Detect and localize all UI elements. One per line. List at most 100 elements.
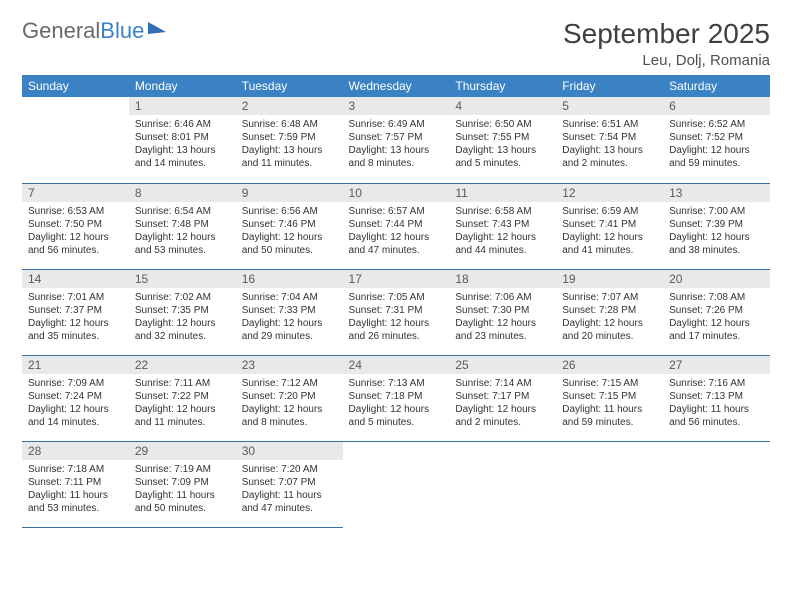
day-number: 6 bbox=[663, 97, 770, 115]
day-info: Sunrise: 7:15 AMSunset: 7:15 PMDaylight:… bbox=[556, 374, 663, 433]
day-info: Sunrise: 6:52 AMSunset: 7:52 PMDaylight:… bbox=[663, 115, 770, 174]
day-number: 27 bbox=[663, 356, 770, 374]
day-info: Sunrise: 7:12 AMSunset: 7:20 PMDaylight:… bbox=[236, 374, 343, 433]
day-number: 23 bbox=[236, 356, 343, 374]
logo-text-blue: Blue bbox=[100, 18, 144, 44]
weekday-header: Tuesday bbox=[236, 75, 343, 97]
day-info: Sunrise: 7:06 AMSunset: 7:30 PMDaylight:… bbox=[449, 288, 556, 347]
day-number: 29 bbox=[129, 442, 236, 460]
calendar-day-cell: 26Sunrise: 7:15 AMSunset: 7:15 PMDayligh… bbox=[556, 355, 663, 441]
calendar-day-cell: 24Sunrise: 7:13 AMSunset: 7:18 PMDayligh… bbox=[343, 355, 450, 441]
day-info: Sunrise: 6:50 AMSunset: 7:55 PMDaylight:… bbox=[449, 115, 556, 174]
logo-text-general: General bbox=[22, 18, 100, 44]
calendar-day-cell: 22Sunrise: 7:11 AMSunset: 7:22 PMDayligh… bbox=[129, 355, 236, 441]
title-block: September 2025 Leu, Dolj, Romania bbox=[563, 18, 770, 69]
day-number: 7 bbox=[22, 184, 129, 202]
day-number: 16 bbox=[236, 270, 343, 288]
day-number: 25 bbox=[449, 356, 556, 374]
calendar-row: 7Sunrise: 6:53 AMSunset: 7:50 PMDaylight… bbox=[22, 183, 770, 269]
weekday-header: Friday bbox=[556, 75, 663, 97]
calendar-day-cell: 20Sunrise: 7:08 AMSunset: 7:26 PMDayligh… bbox=[663, 269, 770, 355]
calendar-day-cell: 27Sunrise: 7:16 AMSunset: 7:13 PMDayligh… bbox=[663, 355, 770, 441]
calendar-day-cell: 7Sunrise: 6:53 AMSunset: 7:50 PMDaylight… bbox=[22, 183, 129, 269]
calendar-day-cell: 29Sunrise: 7:19 AMSunset: 7:09 PMDayligh… bbox=[129, 441, 236, 527]
day-number: 13 bbox=[663, 184, 770, 202]
calendar-day-cell: 15Sunrise: 7:02 AMSunset: 7:35 PMDayligh… bbox=[129, 269, 236, 355]
day-number: 26 bbox=[556, 356, 663, 374]
day-info: Sunrise: 7:04 AMSunset: 7:33 PMDaylight:… bbox=[236, 288, 343, 347]
day-info: Sunrise: 6:56 AMSunset: 7:46 PMDaylight:… bbox=[236, 202, 343, 261]
weekday-header-row: SundayMondayTuesdayWednesdayThursdayFrid… bbox=[22, 75, 770, 97]
calendar-day-cell: 14Sunrise: 7:01 AMSunset: 7:37 PMDayligh… bbox=[22, 269, 129, 355]
day-info: Sunrise: 6:49 AMSunset: 7:57 PMDaylight:… bbox=[343, 115, 450, 174]
day-number: 8 bbox=[129, 184, 236, 202]
day-info: Sunrise: 6:54 AMSunset: 7:48 PMDaylight:… bbox=[129, 202, 236, 261]
calendar-day-cell: 4Sunrise: 6:50 AMSunset: 7:55 PMDaylight… bbox=[449, 97, 556, 183]
logo-triangle-icon bbox=[148, 20, 166, 34]
day-number: 4 bbox=[449, 97, 556, 115]
day-info: Sunrise: 7:20 AMSunset: 7:07 PMDaylight:… bbox=[236, 460, 343, 519]
calendar-day-cell: 28Sunrise: 7:18 AMSunset: 7:11 PMDayligh… bbox=[22, 441, 129, 527]
calendar-day-cell: 9Sunrise: 6:56 AMSunset: 7:46 PMDaylight… bbox=[236, 183, 343, 269]
calendar-day-cell: 2Sunrise: 6:48 AMSunset: 7:59 PMDaylight… bbox=[236, 97, 343, 183]
day-number: 2 bbox=[236, 97, 343, 115]
page-subtitle: Leu, Dolj, Romania bbox=[563, 52, 770, 69]
calendar-day-cell: 18Sunrise: 7:06 AMSunset: 7:30 PMDayligh… bbox=[449, 269, 556, 355]
calendar-day-cell: 25Sunrise: 7:14 AMSunset: 7:17 PMDayligh… bbox=[449, 355, 556, 441]
header: GeneralBlue September 2025 Leu, Dolj, Ro… bbox=[22, 18, 770, 69]
calendar-day-cell: 16Sunrise: 7:04 AMSunset: 7:33 PMDayligh… bbox=[236, 269, 343, 355]
calendar-empty-cell bbox=[663, 441, 770, 527]
day-info: Sunrise: 7:07 AMSunset: 7:28 PMDaylight:… bbox=[556, 288, 663, 347]
calendar-day-cell: 21Sunrise: 7:09 AMSunset: 7:24 PMDayligh… bbox=[22, 355, 129, 441]
day-number: 15 bbox=[129, 270, 236, 288]
day-number: 3 bbox=[343, 97, 450, 115]
calendar-day-cell: 23Sunrise: 7:12 AMSunset: 7:20 PMDayligh… bbox=[236, 355, 343, 441]
weekday-header: Thursday bbox=[449, 75, 556, 97]
day-info: Sunrise: 6:57 AMSunset: 7:44 PMDaylight:… bbox=[343, 202, 450, 261]
calendar-day-cell: 17Sunrise: 7:05 AMSunset: 7:31 PMDayligh… bbox=[343, 269, 450, 355]
day-info: Sunrise: 6:48 AMSunset: 7:59 PMDaylight:… bbox=[236, 115, 343, 174]
day-number: 22 bbox=[129, 356, 236, 374]
day-info: Sunrise: 7:00 AMSunset: 7:39 PMDaylight:… bbox=[663, 202, 770, 261]
day-number: 1 bbox=[129, 97, 236, 115]
calendar-body: 1Sunrise: 6:46 AMSunset: 8:01 PMDaylight… bbox=[22, 97, 770, 527]
day-info: Sunrise: 6:53 AMSunset: 7:50 PMDaylight:… bbox=[22, 202, 129, 261]
day-info: Sunrise: 6:51 AMSunset: 7:54 PMDaylight:… bbox=[556, 115, 663, 174]
day-number: 21 bbox=[22, 356, 129, 374]
day-info: Sunrise: 6:58 AMSunset: 7:43 PMDaylight:… bbox=[449, 202, 556, 261]
page-title: September 2025 bbox=[563, 18, 770, 50]
calendar-day-cell: 3Sunrise: 6:49 AMSunset: 7:57 PMDaylight… bbox=[343, 97, 450, 183]
day-number: 11 bbox=[449, 184, 556, 202]
weekday-header: Monday bbox=[129, 75, 236, 97]
calendar-day-cell: 8Sunrise: 6:54 AMSunset: 7:48 PMDaylight… bbox=[129, 183, 236, 269]
calendar-empty-cell bbox=[449, 441, 556, 527]
day-number: 5 bbox=[556, 97, 663, 115]
calendar-day-cell: 10Sunrise: 6:57 AMSunset: 7:44 PMDayligh… bbox=[343, 183, 450, 269]
day-info: Sunrise: 6:59 AMSunset: 7:41 PMDaylight:… bbox=[556, 202, 663, 261]
calendar-row: 14Sunrise: 7:01 AMSunset: 7:37 PMDayligh… bbox=[22, 269, 770, 355]
day-info: Sunrise: 7:18 AMSunset: 7:11 PMDaylight:… bbox=[22, 460, 129, 519]
day-number: 12 bbox=[556, 184, 663, 202]
logo: GeneralBlue bbox=[22, 18, 166, 44]
day-info: Sunrise: 7:05 AMSunset: 7:31 PMDaylight:… bbox=[343, 288, 450, 347]
calendar-empty-cell bbox=[22, 97, 129, 183]
weekday-header: Sunday bbox=[22, 75, 129, 97]
day-number: 17 bbox=[343, 270, 450, 288]
day-number: 28 bbox=[22, 442, 129, 460]
day-number: 14 bbox=[22, 270, 129, 288]
weekday-header: Wednesday bbox=[343, 75, 450, 97]
day-info: Sunrise: 7:02 AMSunset: 7:35 PMDaylight:… bbox=[129, 288, 236, 347]
calendar-row: 21Sunrise: 7:09 AMSunset: 7:24 PMDayligh… bbox=[22, 355, 770, 441]
calendar-day-cell: 19Sunrise: 7:07 AMSunset: 7:28 PMDayligh… bbox=[556, 269, 663, 355]
calendar-empty-cell bbox=[343, 441, 450, 527]
day-info: Sunrise: 7:14 AMSunset: 7:17 PMDaylight:… bbox=[449, 374, 556, 433]
calendar-day-cell: 13Sunrise: 7:00 AMSunset: 7:39 PMDayligh… bbox=[663, 183, 770, 269]
day-number: 30 bbox=[236, 442, 343, 460]
day-info: Sunrise: 7:11 AMSunset: 7:22 PMDaylight:… bbox=[129, 374, 236, 433]
calendar-day-cell: 30Sunrise: 7:20 AMSunset: 7:07 PMDayligh… bbox=[236, 441, 343, 527]
calendar-table: SundayMondayTuesdayWednesdayThursdayFrid… bbox=[22, 75, 770, 528]
weekday-header: Saturday bbox=[663, 75, 770, 97]
day-number: 18 bbox=[449, 270, 556, 288]
calendar-row: 1Sunrise: 6:46 AMSunset: 8:01 PMDaylight… bbox=[22, 97, 770, 183]
calendar-empty-cell bbox=[556, 441, 663, 527]
